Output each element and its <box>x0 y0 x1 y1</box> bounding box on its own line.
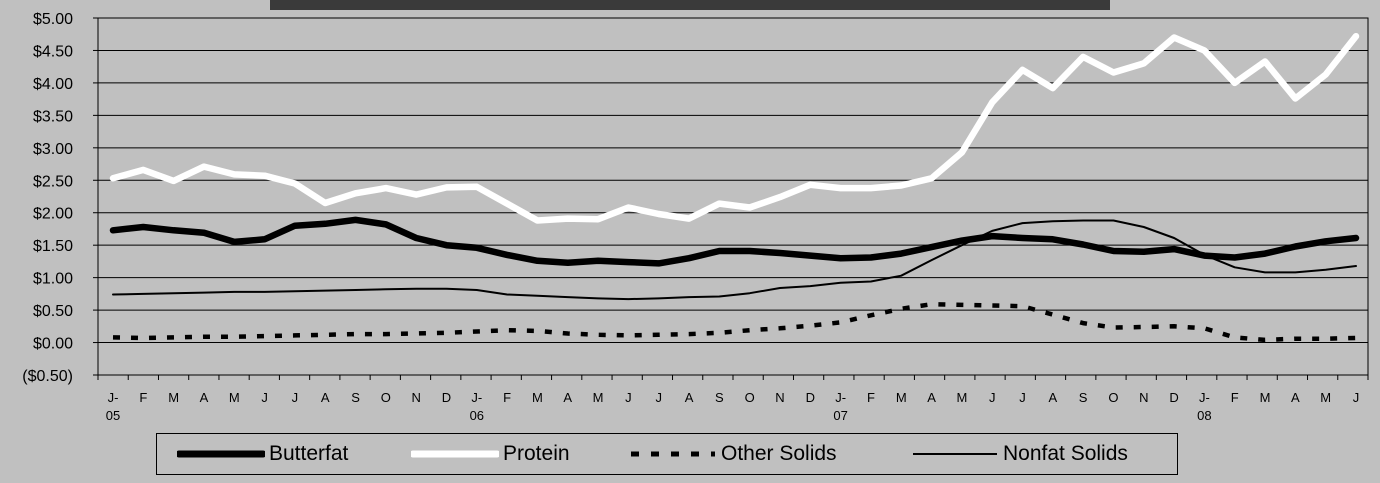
x-tick-label: F <box>867 390 875 405</box>
x-tick-label: J <box>1353 390 1360 405</box>
legend-label-nonfat-solids: Nonfat Solids <box>1003 442 1128 465</box>
x-tick-label: J <box>655 390 662 405</box>
legend-item-protein: Protein <box>411 434 570 474</box>
x-tick-sublabel: 05 <box>106 408 120 423</box>
x-tick-label: M <box>956 390 967 405</box>
legend-item-other-solids: Other Solids <box>629 434 837 474</box>
x-tick-label: M <box>593 390 604 405</box>
x-tick-label: N <box>411 390 420 405</box>
x-tick-label: O <box>745 390 755 405</box>
x-tick-label: A <box>1048 390 1057 405</box>
series-line-protein <box>109 32 1360 224</box>
x-tick-label: M <box>532 390 543 405</box>
x-tick-label: J <box>292 390 299 405</box>
legend-label-butterfat: Butterfat <box>269 442 349 465</box>
y-tick-label: $0.00 <box>33 336 73 353</box>
y-tick-label: $4.00 <box>33 76 73 93</box>
x-tick-label: M <box>229 390 240 405</box>
legend-swatch-protein <box>411 450 499 458</box>
line-chart: $5.00 $4.50 $4.00 $3.50 $3.00 $2.50 $2.00 $1.50… <box>22 11 1369 423</box>
series-line-butterfat <box>109 216 1360 267</box>
x-tick-label: S <box>715 390 724 405</box>
x-tick-label: A <box>563 390 572 405</box>
x-tick-label: J <box>625 390 632 405</box>
legend-label-protein: Protein <box>503 442 570 465</box>
x-tick-label: F <box>1231 390 1239 405</box>
x-tick-label: N <box>775 390 784 405</box>
y-tick-label: $2.50 <box>33 173 73 190</box>
x-tick-label: O <box>381 390 391 405</box>
y-tick-label: $3.00 <box>33 141 73 158</box>
x-tick-label: A <box>1291 390 1300 405</box>
legend-item-nonfat-solids: Nonfat Solids <box>911 434 1128 474</box>
y-tick-label: $5.00 <box>33 11 73 28</box>
y-tick-label: $2.00 <box>33 206 73 223</box>
x-tick-label: J <box>1019 390 1026 405</box>
legend-item-butterfat: Butterfat <box>177 434 348 474</box>
y-tick-label: $1.50 <box>33 238 73 255</box>
x-tick-label: F <box>139 390 147 405</box>
x-tick-label: D <box>442 390 451 405</box>
x-axis-ticks: J- 05 F M A M J J A S O N D J- 06 F M A M J J A S O N D J- 07 F M A M J J… <box>97 375 1369 423</box>
x-tick-sublabel: 06 <box>470 408 484 423</box>
chart-title-bar <box>270 0 1110 10</box>
x-tick-label: A <box>927 390 936 405</box>
x-tick-label: M <box>1260 390 1271 405</box>
x-tick-sublabel: 07 <box>833 408 847 423</box>
x-tick-label: A <box>321 390 330 405</box>
series-line-nonfat-solids <box>112 219 1357 301</box>
legend-swatch-butterfat <box>177 450 265 458</box>
x-tick-label: J <box>261 390 268 405</box>
legend: Butterfat Protein Other Solids Nonfat So… <box>156 433 1178 475</box>
y-tick-label: $0.50 <box>33 303 73 320</box>
x-tick-label: S <box>351 390 360 405</box>
x-tick-label: J- <box>471 390 482 405</box>
x-tick-label: A <box>685 390 694 405</box>
x-tick-label: A <box>200 390 209 405</box>
y-tick-label: $1.00 <box>33 271 73 288</box>
y-axis-ticks: $5.00 $4.50 $4.00 $3.50 $3.00 $2.50 $2.00 $1.50… <box>22 11 98 385</box>
x-tick-sublabel: 08 <box>1197 408 1211 423</box>
series-lines <box>109 32 1360 343</box>
x-tick-label: J <box>989 390 996 405</box>
x-tick-label: N <box>1139 390 1148 405</box>
x-tick-label: O <box>1108 390 1118 405</box>
x-tick-label: M <box>896 390 907 405</box>
x-tick-label: D <box>1169 390 1178 405</box>
y-tick-label: $4.50 <box>33 43 73 60</box>
x-tick-label: M <box>168 390 179 405</box>
legend-swatch-other-solids <box>631 451 715 457</box>
plot-area <box>97 17 1369 376</box>
x-tick-label: S <box>1079 390 1088 405</box>
x-tick-label: M <box>1320 390 1331 405</box>
y-tick-label: ($0.50) <box>22 368 73 385</box>
x-tick-label: D <box>806 390 815 405</box>
legend-swatch-nonfat-solids <box>913 453 997 455</box>
x-tick-label: F <box>503 390 511 405</box>
x-tick-label: J- <box>108 390 119 405</box>
x-tick-label: J- <box>835 390 846 405</box>
legend-label-other-solids: Other Solids <box>721 442 837 465</box>
x-tick-label: J- <box>1199 390 1210 405</box>
y-tick-label: $3.50 <box>33 108 73 125</box>
